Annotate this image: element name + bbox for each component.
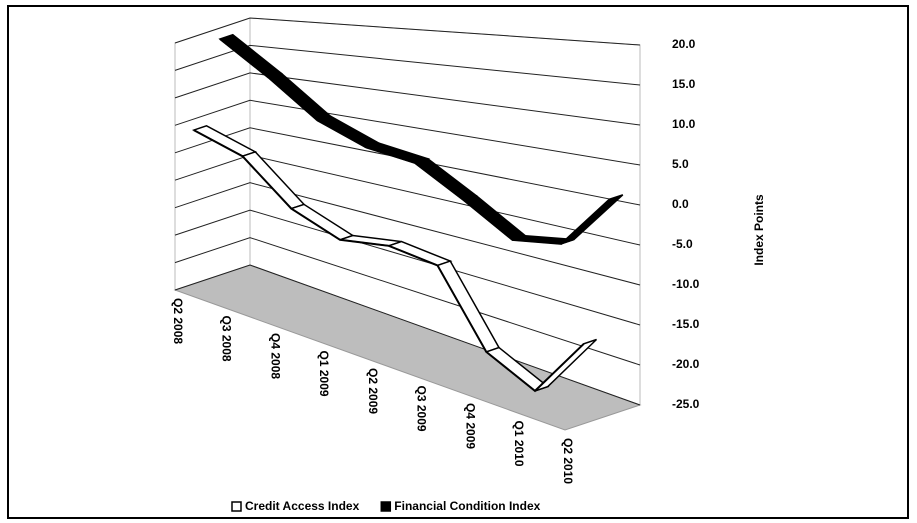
y-tick-label: 5.0 <box>672 157 689 171</box>
y-tick-label: -5.0 <box>672 237 693 251</box>
series-line <box>193 129 585 393</box>
y-tick-label: -15.0 <box>672 317 700 331</box>
x-tick-label: Q1 2009 <box>317 351 331 397</box>
y-axis-title: Index Points <box>752 194 766 266</box>
grid-line <box>174 99 641 166</box>
grid-line <box>174 237 641 366</box>
y-tick-label: -10.0 <box>672 277 700 291</box>
x-tick-label: Q2 2010 <box>561 438 575 484</box>
grid-line <box>174 17 641 46</box>
chart-frame <box>7 5 909 519</box>
y-tick-label: 10.0 <box>672 117 696 131</box>
x-tick-label: Q3 2008 <box>220 316 234 362</box>
x-tick-label: Q2 2009 <box>366 368 380 414</box>
x-tick-label: Q2 2008 <box>171 298 185 344</box>
y-tick-label: 15.0 <box>672 77 696 91</box>
y-tick-label: 0.0 <box>672 197 689 211</box>
y-tick-label: 20.0 <box>672 37 696 51</box>
x-tick-label: Q1 2010 <box>512 421 526 467</box>
x-tick-label: Q4 2009 <box>463 403 477 449</box>
grid-line <box>174 209 641 326</box>
grid-line <box>174 44 641 86</box>
y-tick-label: -25.0 <box>672 397 700 411</box>
legend-swatch <box>380 501 392 512</box>
legend-label: Credit Access Index <box>245 499 360 513</box>
grid-line <box>174 182 641 286</box>
legend-swatch <box>231 501 242 512</box>
y-tick-label: -20.0 <box>672 357 700 371</box>
plot-area: -25.0 -20.0 -15.0 -10.0 -5.0 0.0 5.0 10.0 15.0 20… <box>171 17 700 484</box>
grid-line <box>174 72 641 126</box>
series-line <box>219 38 611 245</box>
x-tick-label: Q3 2009 <box>415 386 429 432</box>
grid-line <box>174 127 641 206</box>
legend-label: Financial Condition Index <box>394 499 540 513</box>
x-tick-label: Q4 2008 <box>268 333 282 379</box>
